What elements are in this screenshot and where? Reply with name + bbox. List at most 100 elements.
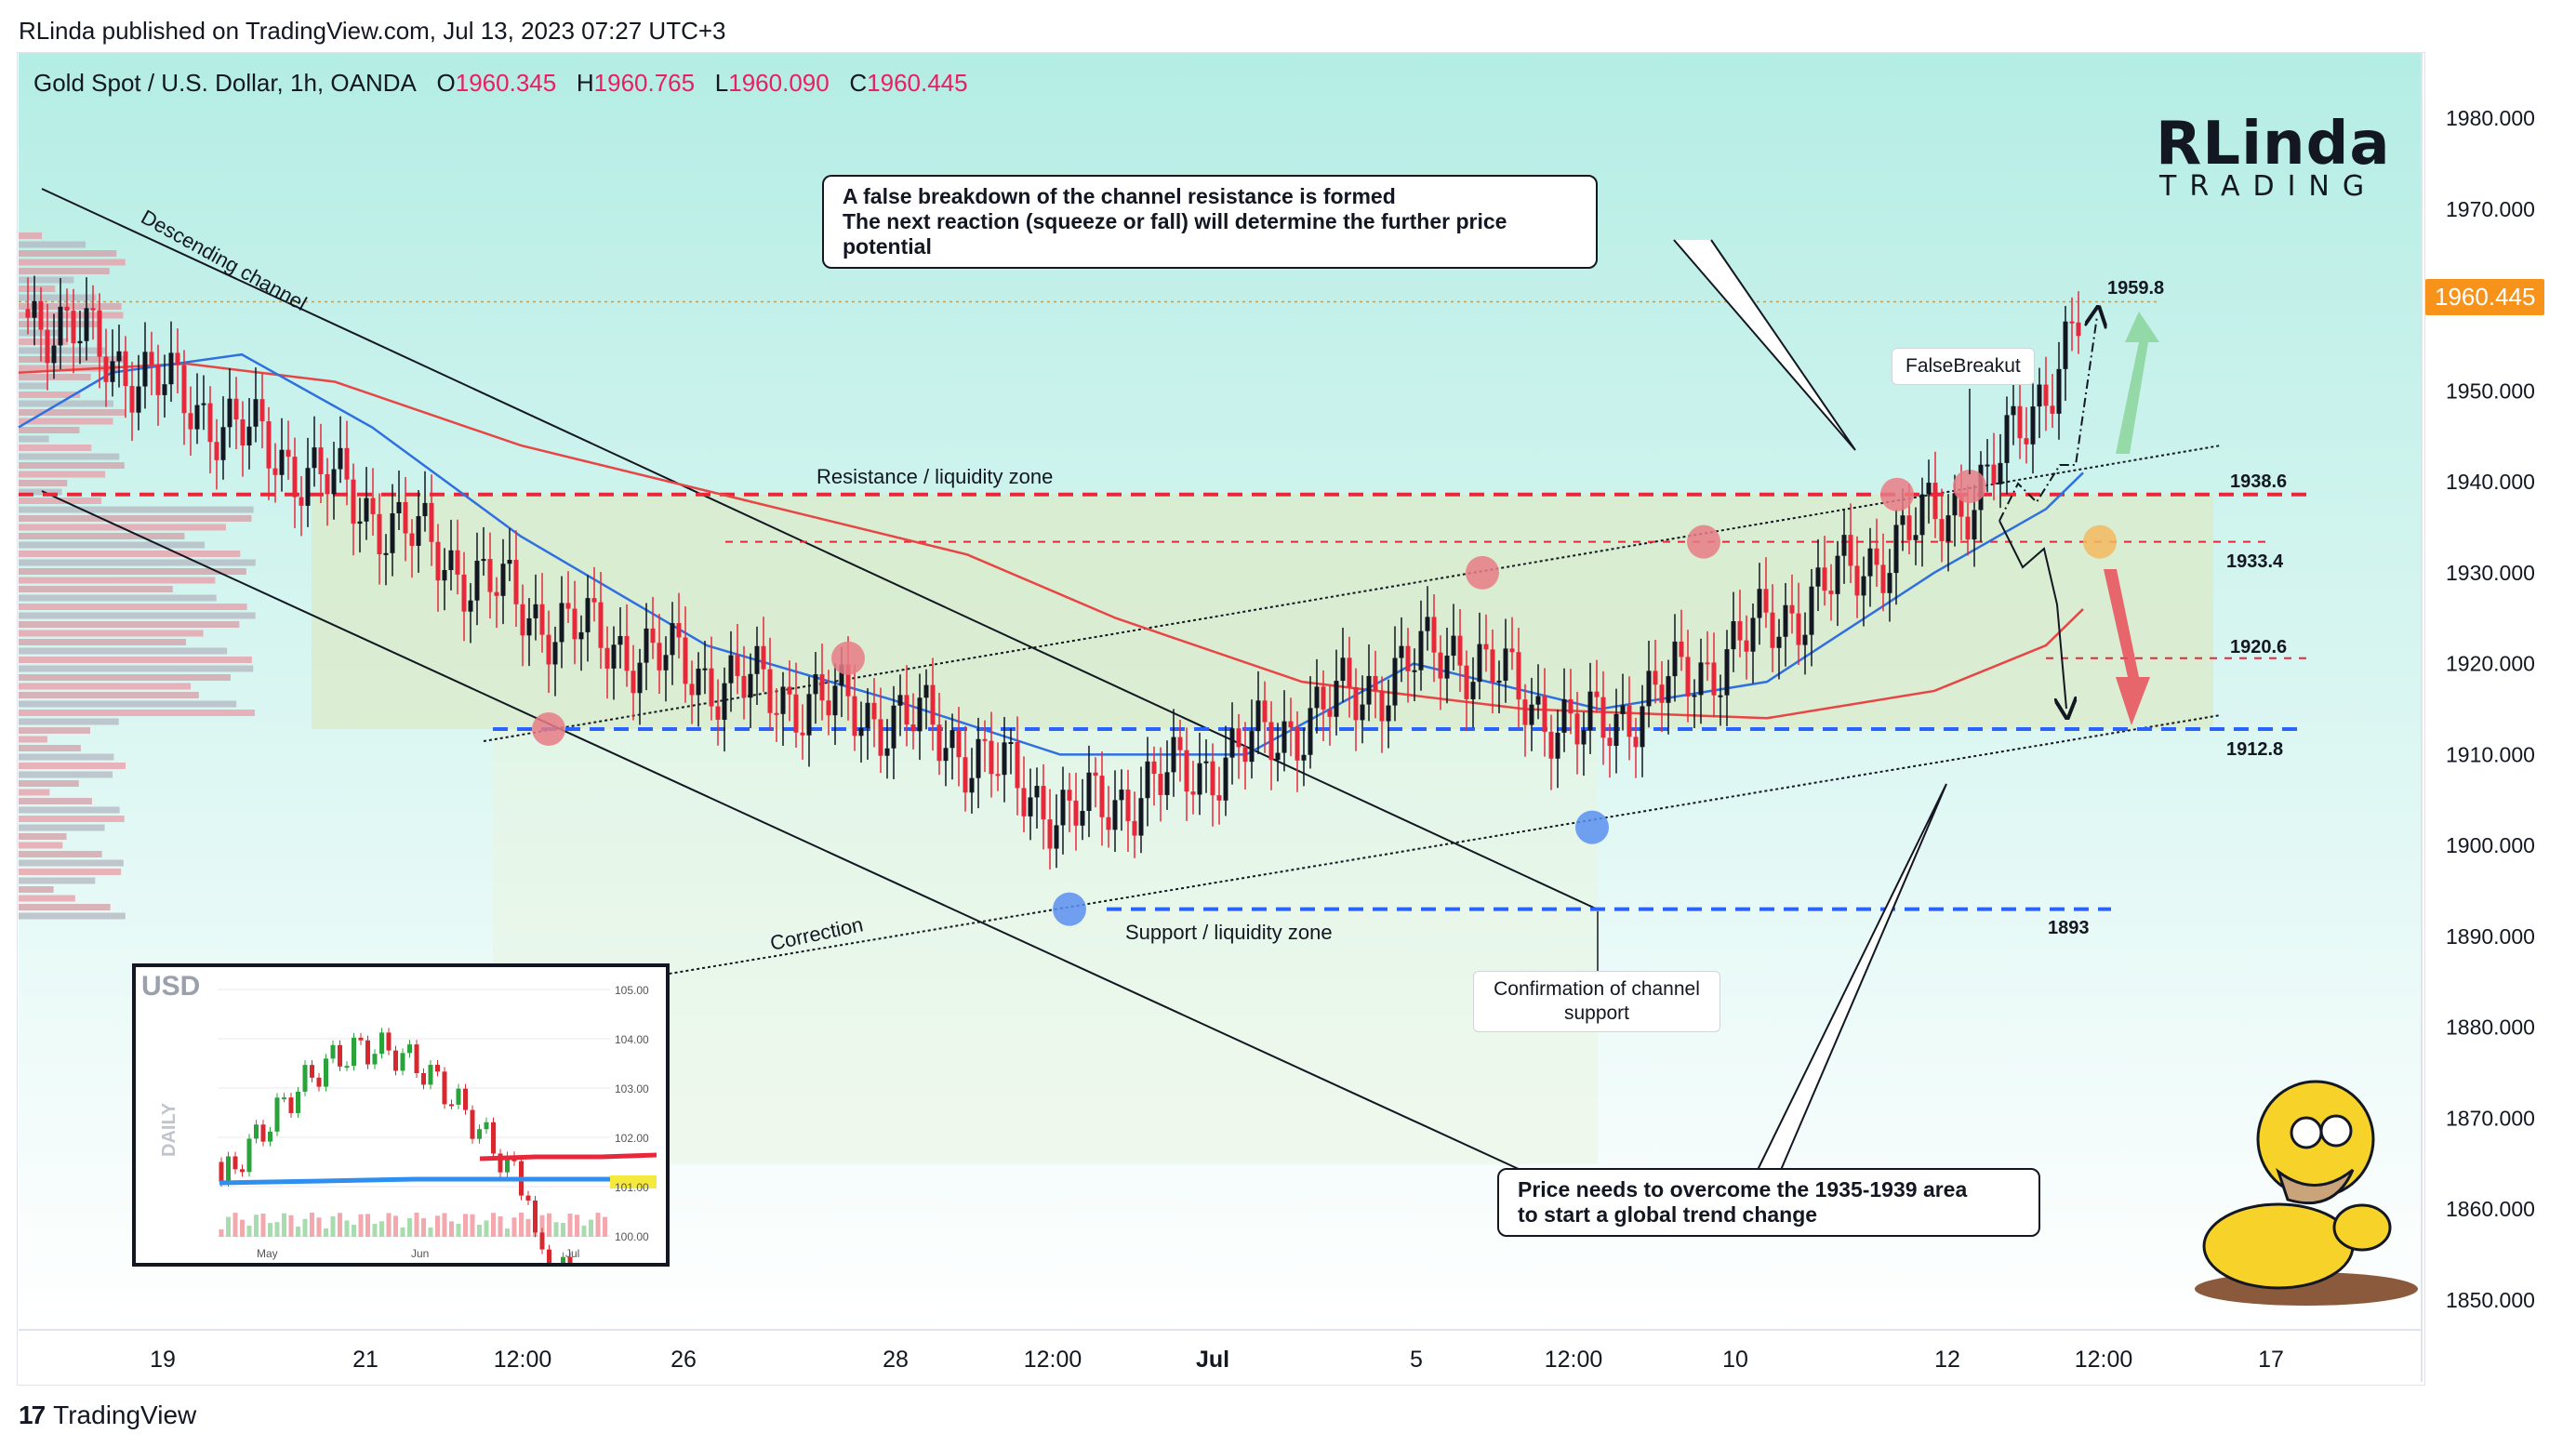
- candle-body: [1744, 640, 1749, 652]
- candle-body: [1555, 732, 1560, 759]
- volume-profile-bar: [19, 488, 62, 496]
- candle-body: [129, 386, 135, 413]
- inset-candle-body: [246, 1138, 252, 1173]
- price-axis-label: 1860.000: [2446, 1197, 2535, 1221]
- candle-body: [748, 673, 753, 698]
- inset-candle-body: [386, 1032, 392, 1051]
- candle-body: [201, 403, 206, 405]
- candle-body: [227, 398, 232, 428]
- candle-body: [963, 757, 968, 793]
- inset-candle-body: [324, 1058, 328, 1087]
- candle-body: [1490, 649, 1495, 684]
- candle-body: [1776, 636, 1782, 648]
- candle-body: [1789, 604, 1795, 614]
- candle-body: [2037, 384, 2042, 407]
- candle-body: [1893, 524, 1899, 574]
- inset-volume-bar: [470, 1214, 475, 1237]
- candle-body: [461, 574, 467, 612]
- candle-body: [435, 541, 441, 581]
- candle-body: [897, 695, 903, 706]
- inset-candle-body: [421, 1072, 426, 1085]
- candle-body: [1171, 737, 1176, 773]
- candle-body: [1627, 705, 1632, 737]
- inset-candle-body: [547, 1249, 551, 1280]
- candle-body: [1607, 737, 1613, 746]
- level-lines: [19, 300, 2306, 911]
- inset-volume-bar: [414, 1213, 419, 1237]
- volume-profile-bar: [19, 400, 113, 407]
- volume-profile-bar: [19, 551, 241, 557]
- tradingview-footer[interactable]: 17 TradingView: [19, 1401, 196, 1430]
- inset-candle-body: [505, 1156, 510, 1173]
- resistance-support-zone: [312, 494, 2213, 730]
- candle-body: [858, 727, 864, 737]
- candle-body: [155, 365, 161, 395]
- candles: [25, 275, 2081, 870]
- candle-body: [1132, 820, 1137, 836]
- volume-profile-bar: [19, 904, 111, 910]
- volume-profile-bar: [19, 745, 81, 751]
- candle-body: [969, 777, 975, 793]
- inset-candle-body: [533, 1200, 538, 1233]
- candle-body: [1724, 649, 1730, 696]
- candle-body: [1522, 699, 1528, 725]
- inset-volume-bar: [505, 1228, 510, 1237]
- candle-body: [1926, 483, 1932, 495]
- inset-candle-body: [358, 1037, 364, 1041]
- volume-profile: [19, 232, 256, 920]
- volume-profile-bar: [19, 329, 61, 337]
- cartoon-mouth: [2276, 1167, 2355, 1205]
- inset-volume-bar: [442, 1213, 447, 1237]
- volume-profile-bar: [19, 753, 114, 761]
- candle-body: [272, 468, 278, 475]
- candle-body: [2063, 321, 2068, 369]
- candle-body: [657, 643, 662, 670]
- candle-body: [1301, 754, 1307, 761]
- bullish-arrow: [2116, 312, 2159, 454]
- candle-body: [637, 662, 643, 694]
- candle-body: [2043, 384, 2049, 406]
- candle-body: [1008, 742, 1014, 745]
- volume-profile-bar: [19, 365, 120, 372]
- candle-body: [1750, 617, 1756, 652]
- inset-volume-bar: [352, 1224, 356, 1237]
- candle-body: [1073, 800, 1079, 826]
- bearish-arrow: [2104, 569, 2150, 725]
- inset-volume-bar: [330, 1215, 336, 1237]
- candle-body: [1640, 706, 1645, 748]
- candle-body: [1509, 648, 1515, 653]
- candle-body: [2017, 405, 2023, 439]
- candle-body: [1705, 662, 1710, 665]
- tradingview-name: TradingView: [53, 1401, 197, 1429]
- candle-body: [572, 608, 578, 640]
- touch-marker: [532, 712, 565, 747]
- candle-body: [1731, 621, 1736, 650]
- inset-volume-bar: [428, 1227, 433, 1237]
- inset-volume-bar: [240, 1219, 245, 1237]
- volume-profile-bar: [19, 886, 54, 893]
- brand-name: RLinda: [2156, 110, 2391, 179]
- candle-body: [1945, 515, 1951, 542]
- volume-profile-bar: [19, 895, 75, 902]
- candle-body: [1906, 515, 1912, 540]
- inset-side-label: DAILY: [159, 1102, 179, 1157]
- touch-marker: [1687, 524, 1720, 559]
- candle-body: [71, 311, 76, 344]
- candle-body: [1177, 737, 1183, 750]
- candle-body: [390, 512, 395, 553]
- candle-body: [455, 550, 460, 575]
- volume-profile-bar: [19, 780, 79, 787]
- candle-body: [1783, 604, 1788, 637]
- candle-body: [1275, 752, 1281, 761]
- candle-body: [1757, 589, 1762, 618]
- volume-profile-bar: [19, 294, 97, 301]
- candle-body: [1991, 464, 1997, 485]
- candle-body: [793, 694, 799, 733]
- candle-body: [214, 442, 219, 460]
- lower-zone: [493, 729, 1598, 1164]
- candle-body: [513, 560, 519, 604]
- inset-volume-bar: [324, 1228, 328, 1237]
- inset-volume-bar: [567, 1213, 573, 1237]
- candle-body: [1210, 761, 1215, 796]
- inset-y-label: 102.00: [615, 1132, 649, 1145]
